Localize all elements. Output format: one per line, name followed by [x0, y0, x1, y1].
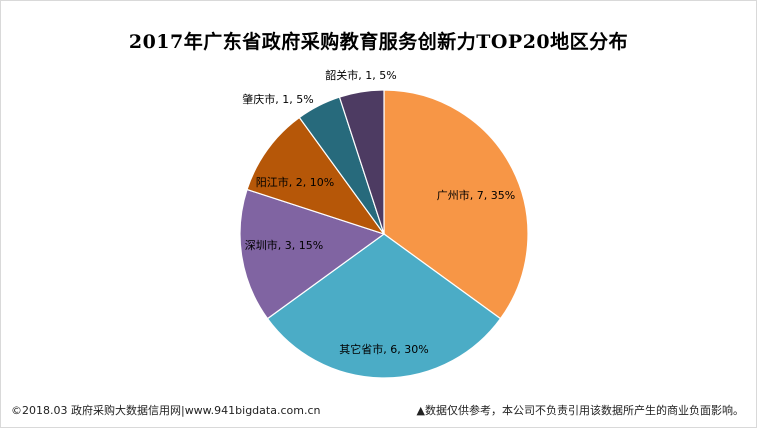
pie-slice-2	[266, 233, 502, 379]
slice-label-2: 其它省市, 6, 30%	[339, 342, 428, 356]
slice-label-4: 阳江市, 2, 10%	[256, 175, 334, 189]
slice-label-3: 深圳市, 3, 15%	[245, 238, 323, 252]
pie-slice-6	[338, 89, 385, 235]
chart-title: 2017年广东省政府采购教育服务创新力TOP20地区分布	[128, 31, 629, 53]
slice-label-1: 广州市, 7, 35%	[437, 188, 515, 202]
pie-slice-3	[239, 188, 386, 320]
footer-disclaimer: ▲数据仅供参考，本公司不负责引用该数据所产生的商业负面影响。	[416, 404, 744, 417]
pie-slice-4	[246, 116, 386, 236]
pie-slice-1	[383, 89, 529, 320]
slice-label-6: 韶关市, 1, 5%	[325, 68, 396, 82]
slice-label-5: 肇庆市, 1, 5%	[242, 92, 313, 106]
footer-source: ©2018.03 政府采购大数据信用网|www.941bigdata.com.c…	[11, 404, 321, 417]
